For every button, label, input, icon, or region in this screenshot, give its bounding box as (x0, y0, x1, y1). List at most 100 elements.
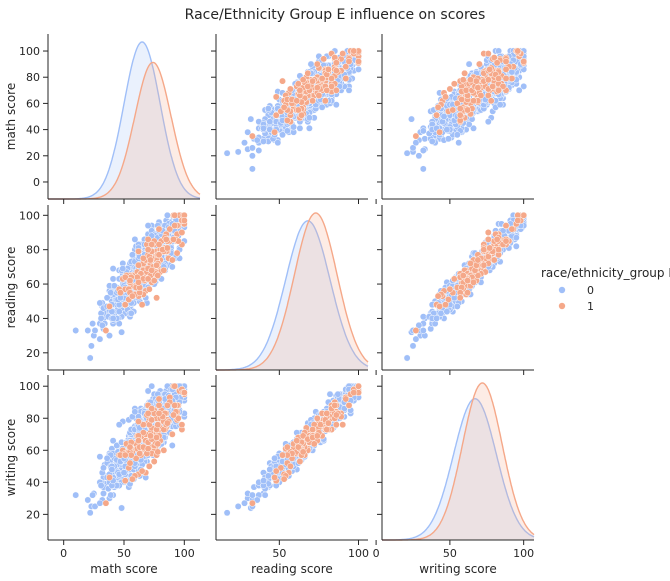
scatter-point (244, 128, 252, 136)
scatter-point (108, 466, 116, 473)
scatter-point (86, 354, 94, 362)
y-tick-label: 40 (26, 124, 40, 137)
scatter-point (144, 246, 152, 254)
y-tick-label: 40 (26, 312, 40, 325)
scatter-point (465, 60, 473, 68)
scatter-point (100, 490, 107, 497)
scatter-point (486, 65, 494, 73)
scatter-point (462, 86, 470, 94)
scatter-point (126, 277, 134, 285)
scatter-point (428, 137, 436, 145)
scatter-point (419, 165, 427, 173)
scatter-point (437, 309, 445, 317)
scatter-point (323, 86, 331, 94)
scatter-point (433, 111, 441, 119)
y-tick-label: 20 (26, 347, 40, 360)
scatter-point (96, 335, 104, 343)
scatter-point (502, 237, 510, 245)
scatter-point (299, 76, 307, 84)
scatter-point (318, 75, 326, 82)
scatter-point (144, 387, 152, 395)
scatter-point (260, 137, 267, 145)
scatter-point (412, 139, 420, 147)
y-tick-label: 100 (19, 45, 40, 58)
scatter-point (162, 235, 170, 243)
scatter-point (355, 65, 362, 73)
scatter-point (171, 211, 179, 219)
scatter-point (419, 313, 427, 321)
scatter-point (96, 499, 104, 507)
scatter-point (118, 328, 126, 336)
kde-fill-math-group-0 (48, 42, 200, 199)
scatter-point (279, 131, 286, 139)
scatter-point (115, 308, 123, 316)
scatter-point (474, 256, 482, 264)
scatter-point (264, 105, 272, 113)
scatter-point (274, 139, 282, 147)
scatter-point (150, 458, 158, 465)
scatter-point (138, 301, 146, 309)
scatter-point (453, 131, 461, 139)
scatter-point (436, 128, 444, 136)
panel-0-1 (211, 34, 368, 204)
scatter-point (332, 67, 340, 75)
scatter-point (248, 165, 256, 173)
scatter-point (180, 217, 188, 224)
scatter-point (309, 77, 317, 85)
scatter-point (248, 144, 256, 152)
scatter-point (508, 225, 516, 233)
scatter-point (475, 60, 483, 68)
kde-fill-reading-group-1 (216, 213, 368, 370)
scatter-point (91, 327, 99, 334)
scatter-point (103, 454, 111, 462)
scatter-point (131, 408, 139, 416)
scatter-point (160, 446, 168, 454)
scatter-point (89, 491, 97, 499)
scatter-point (305, 124, 313, 132)
scatter-point (484, 229, 492, 236)
scatter-point (484, 50, 492, 58)
scatter-point (403, 354, 411, 362)
scatter-point (493, 59, 501, 67)
scatter-point (332, 59, 340, 67)
scatter-point (470, 278, 477, 286)
scatter-point (241, 139, 248, 147)
scatter-point (286, 85, 294, 93)
panel-0-2 (375, 34, 534, 204)
scatter-point (86, 509, 94, 517)
scatter-point (514, 47, 522, 55)
scatter-point (470, 97, 477, 105)
y-tick-label: 80 (26, 71, 40, 84)
panel-1-2 (375, 205, 534, 375)
scatter-point (168, 256, 176, 264)
scatter-point (446, 285, 454, 293)
scatter-point (355, 58, 362, 65)
scatter-point (474, 84, 482, 92)
scatter-point (444, 135, 452, 143)
scatter-point (484, 118, 492, 126)
scatter-point (332, 101, 340, 109)
scatter-point (148, 266, 156, 274)
scatter-point (168, 442, 176, 449)
scatter-point (294, 106, 302, 114)
scatter-point (321, 97, 329, 105)
scatter-point (486, 244, 494, 252)
scatter-point (520, 58, 528, 65)
scatter-point (106, 302, 113, 310)
scatter-point (260, 124, 267, 132)
scatter-point (147, 256, 154, 264)
scatter-point (443, 308, 451, 316)
scatter-point (234, 148, 242, 156)
scatter-point (248, 152, 256, 160)
scatter-point (87, 342, 95, 350)
scatter-point (512, 234, 520, 242)
scatter-point (313, 60, 321, 68)
scatter-point (96, 453, 104, 461)
scatter-point (96, 299, 104, 307)
scatter-point (412, 335, 420, 343)
scatter-point (412, 327, 420, 334)
scatter-point (116, 289, 124, 297)
scatter-point (318, 103, 326, 111)
